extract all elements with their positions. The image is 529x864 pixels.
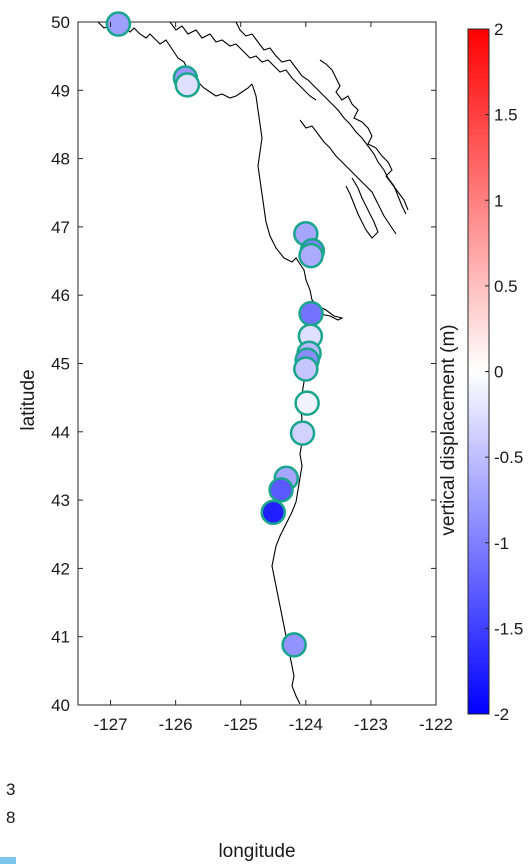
- colorbar-label: vertical displacement (m): [438, 324, 459, 535]
- y-tick-label: 48: [51, 150, 70, 169]
- plot-frame: [77, 21, 437, 706]
- y-tick-label: 41: [51, 628, 70, 647]
- coastline-strait: [169, 22, 317, 101]
- y-tick-label: 50: [51, 13, 70, 32]
- colorbar-ticks: 2 1.5 1 0.5 0 -0.5 -1 -1.5 -2: [485, 20, 523, 724]
- coastline-puget-sound: [299, 119, 397, 239]
- colorbar-tick-label: -1: [494, 534, 509, 553]
- y-tick-label: 49: [51, 81, 70, 100]
- x-tick-label: -123: [354, 715, 388, 734]
- colorbar-tick-label: -0.5: [494, 448, 523, 467]
- x-tick-label: -122: [419, 715, 453, 734]
- colorbar-tick-label: 1: [494, 191, 503, 210]
- data-point: [289, 420, 316, 446]
- y-tick-label: 42: [51, 559, 70, 578]
- y-tick-label: 40: [51, 696, 70, 715]
- data-point: [105, 11, 132, 37]
- colorbar-tick-label: 0.5: [494, 277, 518, 296]
- data-point: [298, 242, 324, 269]
- edge-fragment-2: 8: [6, 808, 16, 827]
- colorbar-tick-label: -2: [494, 705, 509, 724]
- data-point: [260, 499, 287, 526]
- colorbar-tick-label: 1.5: [494, 106, 518, 125]
- data-point: [281, 632, 307, 658]
- colorbar-tick-label: 0: [494, 363, 503, 382]
- x-tick-label: -124: [289, 715, 323, 734]
- coastline-islands: [319, 59, 409, 211]
- y-tick-label: 44: [51, 423, 70, 442]
- data-point: [174, 72, 201, 98]
- plot-area: [77, 21, 437, 706]
- y-axis-label: latitude: [18, 369, 39, 430]
- y-tick-label: 43: [51, 491, 70, 510]
- coastline-mainland-inlets: [235, 22, 407, 215]
- edge-fragment-1: 3: [6, 780, 16, 799]
- edge-bar: [0, 857, 16, 864]
- colorbar: 2 1.5 1 0.5 0 -0.5 -1 -1.5 -2 vertical displacem…: [438, 20, 523, 724]
- data-point: [298, 300, 324, 327]
- x-tick-label: -126: [159, 715, 193, 734]
- x-tick-label: -127: [94, 715, 128, 734]
- data-point: [268, 477, 294, 503]
- x-axis-label: longitude: [218, 841, 295, 862]
- data-points: [105, 11, 326, 658]
- y-tick-label: 45: [51, 355, 70, 374]
- colorbar-tick-label: -1.5: [494, 619, 523, 638]
- x-axis: -127 -126 -125 -124 -123 -122: [94, 22, 453, 734]
- y-tick-label: 46: [51, 286, 70, 305]
- data-point: [294, 390, 320, 416]
- data-point: [293, 356, 319, 382]
- y-tick-label: 47: [51, 218, 70, 237]
- x-tick-label: -125: [224, 715, 258, 734]
- colorbar-tick-label: 2: [494, 20, 503, 39]
- y-axis: 40 41 42 43 44 45 46 47 48 49 50: [51, 13, 436, 715]
